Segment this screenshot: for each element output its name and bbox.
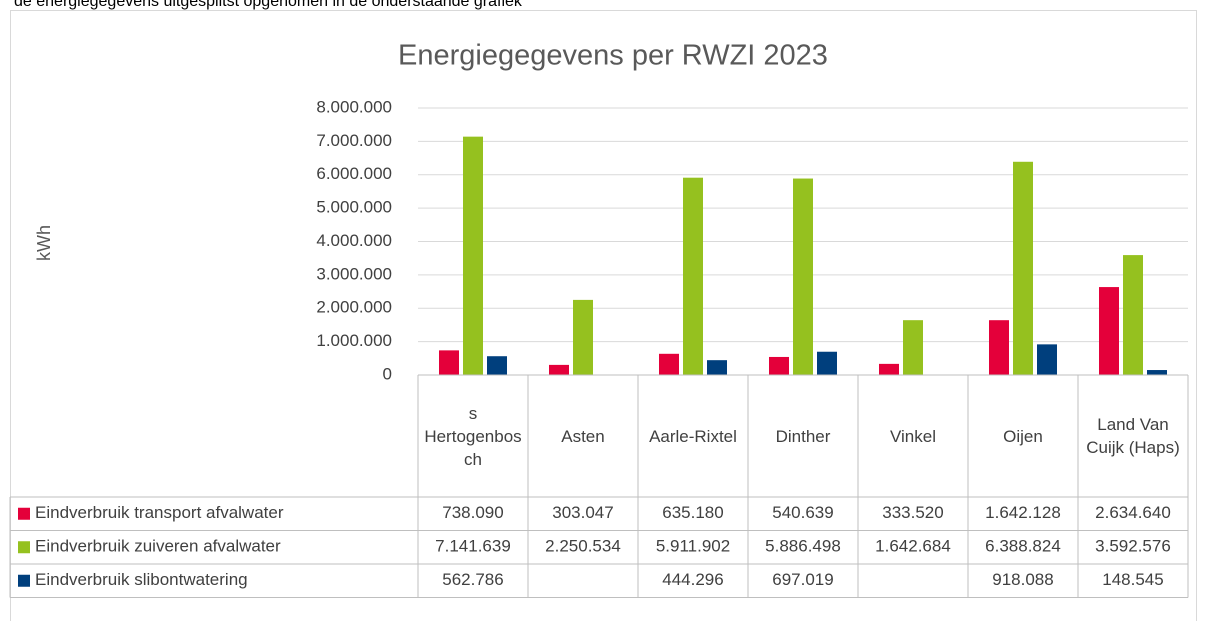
table-value: 697.019 [772,570,833,589]
legend-key [18,507,30,520]
bar [989,320,1009,375]
table-value: 1.642.128 [985,503,1061,522]
table-value: 738.090 [442,503,503,522]
legend-key [18,541,30,554]
x-tick-label: s Hertogenbosch [424,403,522,469]
y-tick-label: 7.000.000 [316,131,392,150]
y-tick-label: 5.000.000 [316,198,392,217]
table-value: 3.592.576 [1095,537,1171,556]
table-value: 148.545 [1102,570,1163,589]
bar [903,320,923,375]
legend-label: Eindverbruik slibontwatering [35,570,248,589]
y-tick-label: 4.000.000 [316,231,392,250]
legend-label: Eindverbruik transport afvalwater [35,503,284,522]
legend-label: Eindverbruik zuiveren afvalwater [35,537,281,556]
table-value: 5.911.902 [656,537,730,556]
bar [1037,344,1057,375]
bar [793,178,813,375]
header-text: de energiegegevens uitgesplitst opgenome… [14,0,523,10]
y-tick-label: 6.000.000 [316,164,392,183]
x-tick-label: Dinther [775,426,831,446]
y-tick-label: 8.000.000 [316,97,392,116]
chart-title: Energiegegevens per RWZI 2023 [398,40,828,72]
bar [573,299,593,375]
bar [769,356,789,375]
y-tick-label: 0 [383,364,392,383]
table-value: 2.634.640 [1095,503,1171,522]
chart-frame [10,10,1197,621]
x-tick-label: Oijen [1003,426,1043,446]
bar [659,353,679,375]
x-tick-label: Aarle-Rixtel [649,426,737,446]
y-axis-label: kWh [34,225,54,261]
y-tick-label: 2.000.000 [316,298,392,317]
bar [683,177,703,375]
table-value: 1.642.684 [875,537,951,556]
bar [817,351,837,375]
table-value: 444.296 [662,570,723,589]
bar [439,350,459,375]
bar [1013,161,1033,375]
bar [487,356,507,375]
bar [1099,287,1119,375]
table-value: 333.520 [882,503,943,522]
table-value: 562.786 [442,570,503,589]
x-tick-label: Land Van Cuijk (Haps) [1086,415,1180,457]
x-tick-label: Asten [561,426,605,446]
bar [463,136,483,375]
table-value: 540.639 [772,503,833,522]
table-value: 5.886.498 [765,537,841,556]
table-value: 6.388.824 [985,537,1061,556]
table-value: 635.180 [662,503,723,522]
y-tick-label: 3.000.000 [316,264,392,283]
bar [1147,370,1167,375]
bar [879,363,899,375]
bar [549,364,569,375]
bar [707,360,727,375]
y-tick-label: 1.000.000 [316,331,392,350]
table-value: 2.250.534 [545,537,621,556]
table-value: 303.047 [552,503,613,522]
table-value: 7.141.639 [435,537,511,556]
legend-key [18,574,30,587]
x-tick-label: Vinkel [890,426,936,446]
bar [1123,255,1143,375]
table-value: 918.088 [992,570,1053,589]
